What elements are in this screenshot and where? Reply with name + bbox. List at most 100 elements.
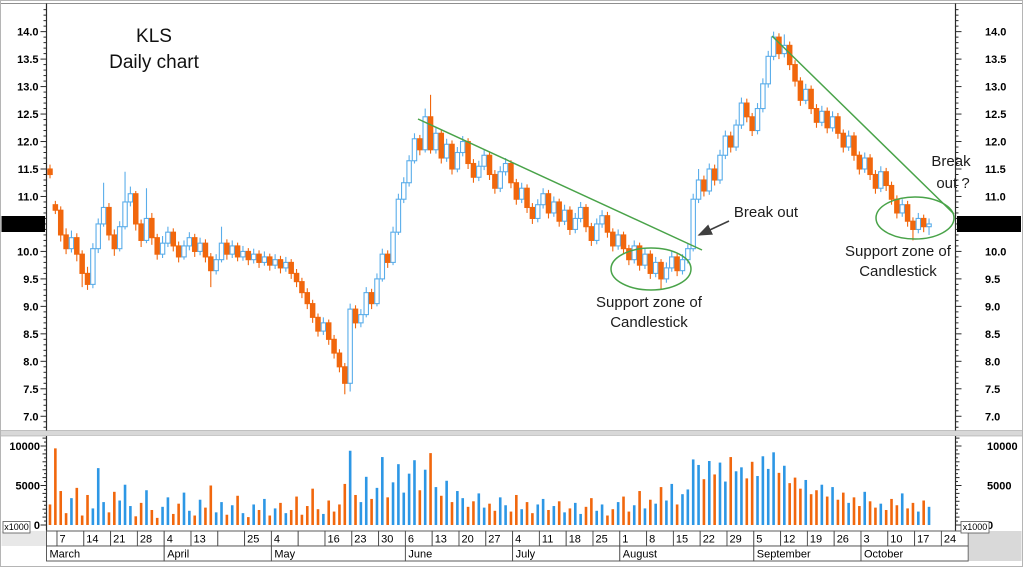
candle-body (851, 135, 857, 156)
candle-body (395, 198, 402, 233)
volume-bar (70, 498, 73, 525)
volume-bar (654, 503, 657, 525)
candle-body (186, 237, 193, 247)
support-zone1-line2: Candlestick (610, 314, 688, 331)
candle-body (915, 217, 922, 230)
volume-multiplier-right: x1000 (960, 521, 990, 534)
date-strip-left-filler (1, 531, 47, 546)
volume-bar (691, 459, 695, 525)
price-label-right: 8.0 (985, 356, 1000, 368)
volume-bar (354, 494, 357, 525)
last-price-tag-left: 10.50000 (1, 216, 45, 232)
candle-body (819, 110, 825, 123)
candle-body (191, 237, 198, 252)
candle-body (808, 88, 814, 110)
volume-bar (375, 487, 379, 525)
volume-label-left: 10000 (9, 441, 40, 453)
volume-bar (359, 502, 363, 525)
candle-body (652, 261, 659, 274)
candle-body (835, 116, 841, 134)
candle-body (631, 245, 637, 261)
chart-title-symbol: KLS (136, 26, 172, 47)
candle-body (57, 209, 64, 236)
volume-bar (295, 496, 298, 525)
volume-bar (906, 508, 909, 525)
volume-bar (402, 492, 406, 525)
candle-body (165, 231, 171, 244)
volume-bar (434, 487, 438, 525)
candle-body (481, 154, 487, 167)
candle-body (540, 193, 546, 206)
volume-bar (220, 502, 223, 525)
candle-body (615, 234, 621, 247)
week-label: 17 (917, 534, 929, 546)
volume-bar (252, 504, 255, 525)
candle-body (433, 132, 439, 151)
volume-multiplier-right-label: x1000 (963, 522, 988, 532)
candle-body (256, 253, 262, 263)
panel-splitter[interactable] (0, 430, 1023, 437)
candle-body (690, 198, 696, 250)
breakout-label: Break out (734, 204, 799, 221)
candle-body (406, 160, 412, 184)
candle-body (288, 261, 294, 274)
volume-bar (493, 510, 497, 525)
week-label: 10 (890, 534, 902, 546)
candle-body (872, 173, 879, 189)
candle-body (449, 143, 455, 170)
volume-bar (745, 478, 749, 525)
volume-bar (756, 476, 759, 525)
candle-body (336, 352, 343, 368)
candle-body (52, 204, 59, 211)
volume-label-left: 0 (34, 520, 40, 532)
candle-body (390, 231, 396, 263)
candle-body (283, 261, 289, 269)
volume-bar (386, 497, 389, 525)
candle-body (792, 64, 798, 82)
volume-bar (525, 502, 529, 525)
candle-body (299, 281, 305, 294)
volume-bar (80, 515, 84, 525)
candle-body (454, 151, 461, 170)
candle-body (459, 140, 466, 154)
candle-body (529, 206, 536, 220)
candle-body (524, 187, 530, 209)
price-label-right: 13.0 (985, 82, 1006, 94)
volume-bar (911, 502, 915, 525)
volume-bar (541, 498, 545, 525)
candle-body (829, 116, 836, 129)
volume-bar (305, 506, 309, 525)
last-price-tag-right: 10.50000 (957, 216, 1021, 232)
candle-body (926, 223, 932, 228)
candle-body (143, 217, 150, 241)
volume-axis-ticks: 0 0 5000 5000 10000 10000 (9, 437, 1018, 532)
candle-body (272, 259, 278, 266)
volume-bar (332, 511, 336, 525)
candle-body (883, 171, 889, 187)
candle-body (803, 88, 809, 101)
volume-bar (552, 506, 556, 525)
volume-bar (134, 516, 138, 525)
candle-body (620, 234, 627, 250)
candle-body (845, 135, 852, 148)
volume-bar (198, 499, 202, 525)
volume-bar (193, 515, 197, 525)
volume-bar (268, 515, 272, 525)
volume-multiplier-left-label: x1000 (4, 522, 29, 532)
volume-bar (579, 513, 582, 525)
week-label: 19 (810, 534, 822, 546)
volume-bar (257, 509, 261, 525)
candle-body (465, 140, 471, 165)
volume-bar (847, 502, 850, 525)
volume-bar (155, 517, 159, 525)
candle-body (427, 116, 434, 151)
week-label: 4 (515, 534, 521, 546)
price-plot-area[interactable] (46, 4, 956, 430)
candle-body (899, 204, 905, 214)
candle-body (824, 110, 830, 129)
volume-bar (91, 508, 95, 525)
candle-body (679, 259, 686, 272)
price-label-left: 7.5 (23, 384, 38, 396)
candle-body (175, 245, 182, 258)
